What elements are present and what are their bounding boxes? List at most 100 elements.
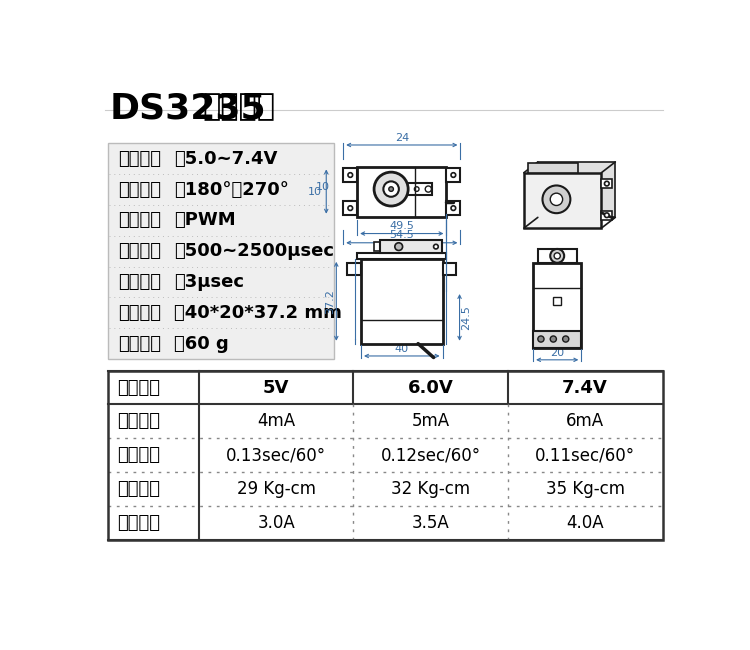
Bar <box>508 506 662 540</box>
Bar <box>508 473 662 506</box>
Text: 脉宽范围: 脉宽范围 <box>118 242 161 260</box>
Bar <box>353 506 508 540</box>
Text: 工作电压: 工作电压 <box>118 150 161 168</box>
Text: 可控角度: 可控角度 <box>118 181 161 199</box>
Text: 49.5: 49.5 <box>389 221 414 231</box>
Bar <box>357 166 446 216</box>
Bar <box>533 263 581 348</box>
Bar <box>200 438 353 473</box>
Circle shape <box>538 336 544 342</box>
Text: 32 Kg-cm: 32 Kg-cm <box>391 480 470 498</box>
Circle shape <box>542 164 549 172</box>
Bar <box>528 163 578 173</box>
Text: ：180°或270°: ：180°或270° <box>174 181 290 199</box>
Bar <box>446 168 460 182</box>
Text: 空载转速: 空载转速 <box>117 447 160 464</box>
Text: 堵转电流: 堵转电流 <box>117 514 160 532</box>
Text: ：PWM: ：PWM <box>174 211 236 229</box>
Bar <box>533 331 581 348</box>
Bar <box>344 168 357 182</box>
Bar <box>374 242 385 252</box>
Bar <box>108 438 200 473</box>
Circle shape <box>433 244 438 249</box>
Bar <box>353 438 508 473</box>
Text: ：60 g: ：60 g <box>174 335 229 353</box>
Circle shape <box>554 253 560 259</box>
Text: 24: 24 <box>394 133 409 143</box>
Circle shape <box>383 181 399 197</box>
Text: ：500~2500μsec: ：500~2500μsec <box>174 242 334 260</box>
Text: ：40*20*37.2 mm: ：40*20*37.2 mm <box>174 304 342 322</box>
Bar <box>353 370 508 404</box>
Bar <box>108 404 200 438</box>
Circle shape <box>550 193 562 205</box>
Text: ：3μsec: ：3μsec <box>174 273 244 291</box>
Circle shape <box>550 336 556 342</box>
Bar <box>387 183 432 195</box>
Text: 3.0A: 3.0A <box>257 514 296 532</box>
Text: 20: 20 <box>550 348 564 358</box>
Text: 4mA: 4mA <box>257 412 296 430</box>
Text: 待机电流: 待机电流 <box>117 412 160 430</box>
Bar <box>508 370 662 404</box>
Text: 尺　　寸: 尺 寸 <box>118 304 161 322</box>
Bar <box>353 473 508 506</box>
Bar <box>108 144 334 359</box>
Text: 7.4V: 7.4V <box>562 378 608 396</box>
Text: ：5.0~7.4V: ：5.0~7.4V <box>174 150 278 168</box>
Bar <box>602 179 612 188</box>
Text: 37.2: 37.2 <box>325 289 334 314</box>
Bar <box>200 506 353 540</box>
Circle shape <box>562 336 568 342</box>
Circle shape <box>451 173 456 177</box>
Circle shape <box>604 213 609 218</box>
Circle shape <box>394 243 403 250</box>
Circle shape <box>550 249 564 263</box>
Text: 主要参数: 主要参数 <box>202 92 275 121</box>
Circle shape <box>451 206 456 211</box>
Text: 54.5: 54.5 <box>389 231 414 240</box>
Bar <box>362 259 442 344</box>
Text: 5V: 5V <box>263 378 290 396</box>
Bar <box>200 473 353 506</box>
Bar <box>347 263 362 275</box>
Bar <box>344 202 357 215</box>
Circle shape <box>374 172 408 206</box>
Text: 堵转扳矩: 堵转扳矩 <box>117 480 160 498</box>
Bar <box>108 506 200 540</box>
Text: 10: 10 <box>308 187 322 196</box>
Text: 6.0V: 6.0V <box>407 378 453 396</box>
Circle shape <box>531 165 537 171</box>
Bar <box>108 370 200 404</box>
Circle shape <box>604 181 609 186</box>
Text: 工作电压: 工作电压 <box>117 378 160 396</box>
Bar <box>524 173 602 228</box>
Text: 0.11sec/60°: 0.11sec/60° <box>535 447 635 464</box>
Text: 10: 10 <box>315 181 329 192</box>
Bar <box>538 249 577 263</box>
Bar <box>508 404 662 438</box>
Bar <box>357 253 446 259</box>
Bar <box>602 211 612 220</box>
Text: 4.0A: 4.0A <box>566 514 604 532</box>
Text: 0.13sec/60°: 0.13sec/60° <box>226 447 326 464</box>
Text: 3.5A: 3.5A <box>412 514 449 532</box>
Circle shape <box>569 165 574 171</box>
Circle shape <box>388 187 394 191</box>
Text: 6mA: 6mA <box>566 412 604 430</box>
Circle shape <box>348 206 352 211</box>
Bar <box>442 263 457 275</box>
Text: 29 Kg-cm: 29 Kg-cm <box>237 480 316 498</box>
Bar <box>380 240 442 253</box>
Bar <box>200 404 353 438</box>
Bar <box>200 370 353 404</box>
Circle shape <box>542 185 570 213</box>
Circle shape <box>425 186 431 192</box>
Bar <box>108 370 662 540</box>
Bar <box>508 438 662 473</box>
Bar <box>108 473 200 506</box>
Text: 35 Kg-cm: 35 Kg-cm <box>545 480 625 498</box>
Text: 驱动方式: 驱动方式 <box>118 211 161 229</box>
Bar <box>538 162 615 217</box>
Text: 40: 40 <box>394 344 409 354</box>
